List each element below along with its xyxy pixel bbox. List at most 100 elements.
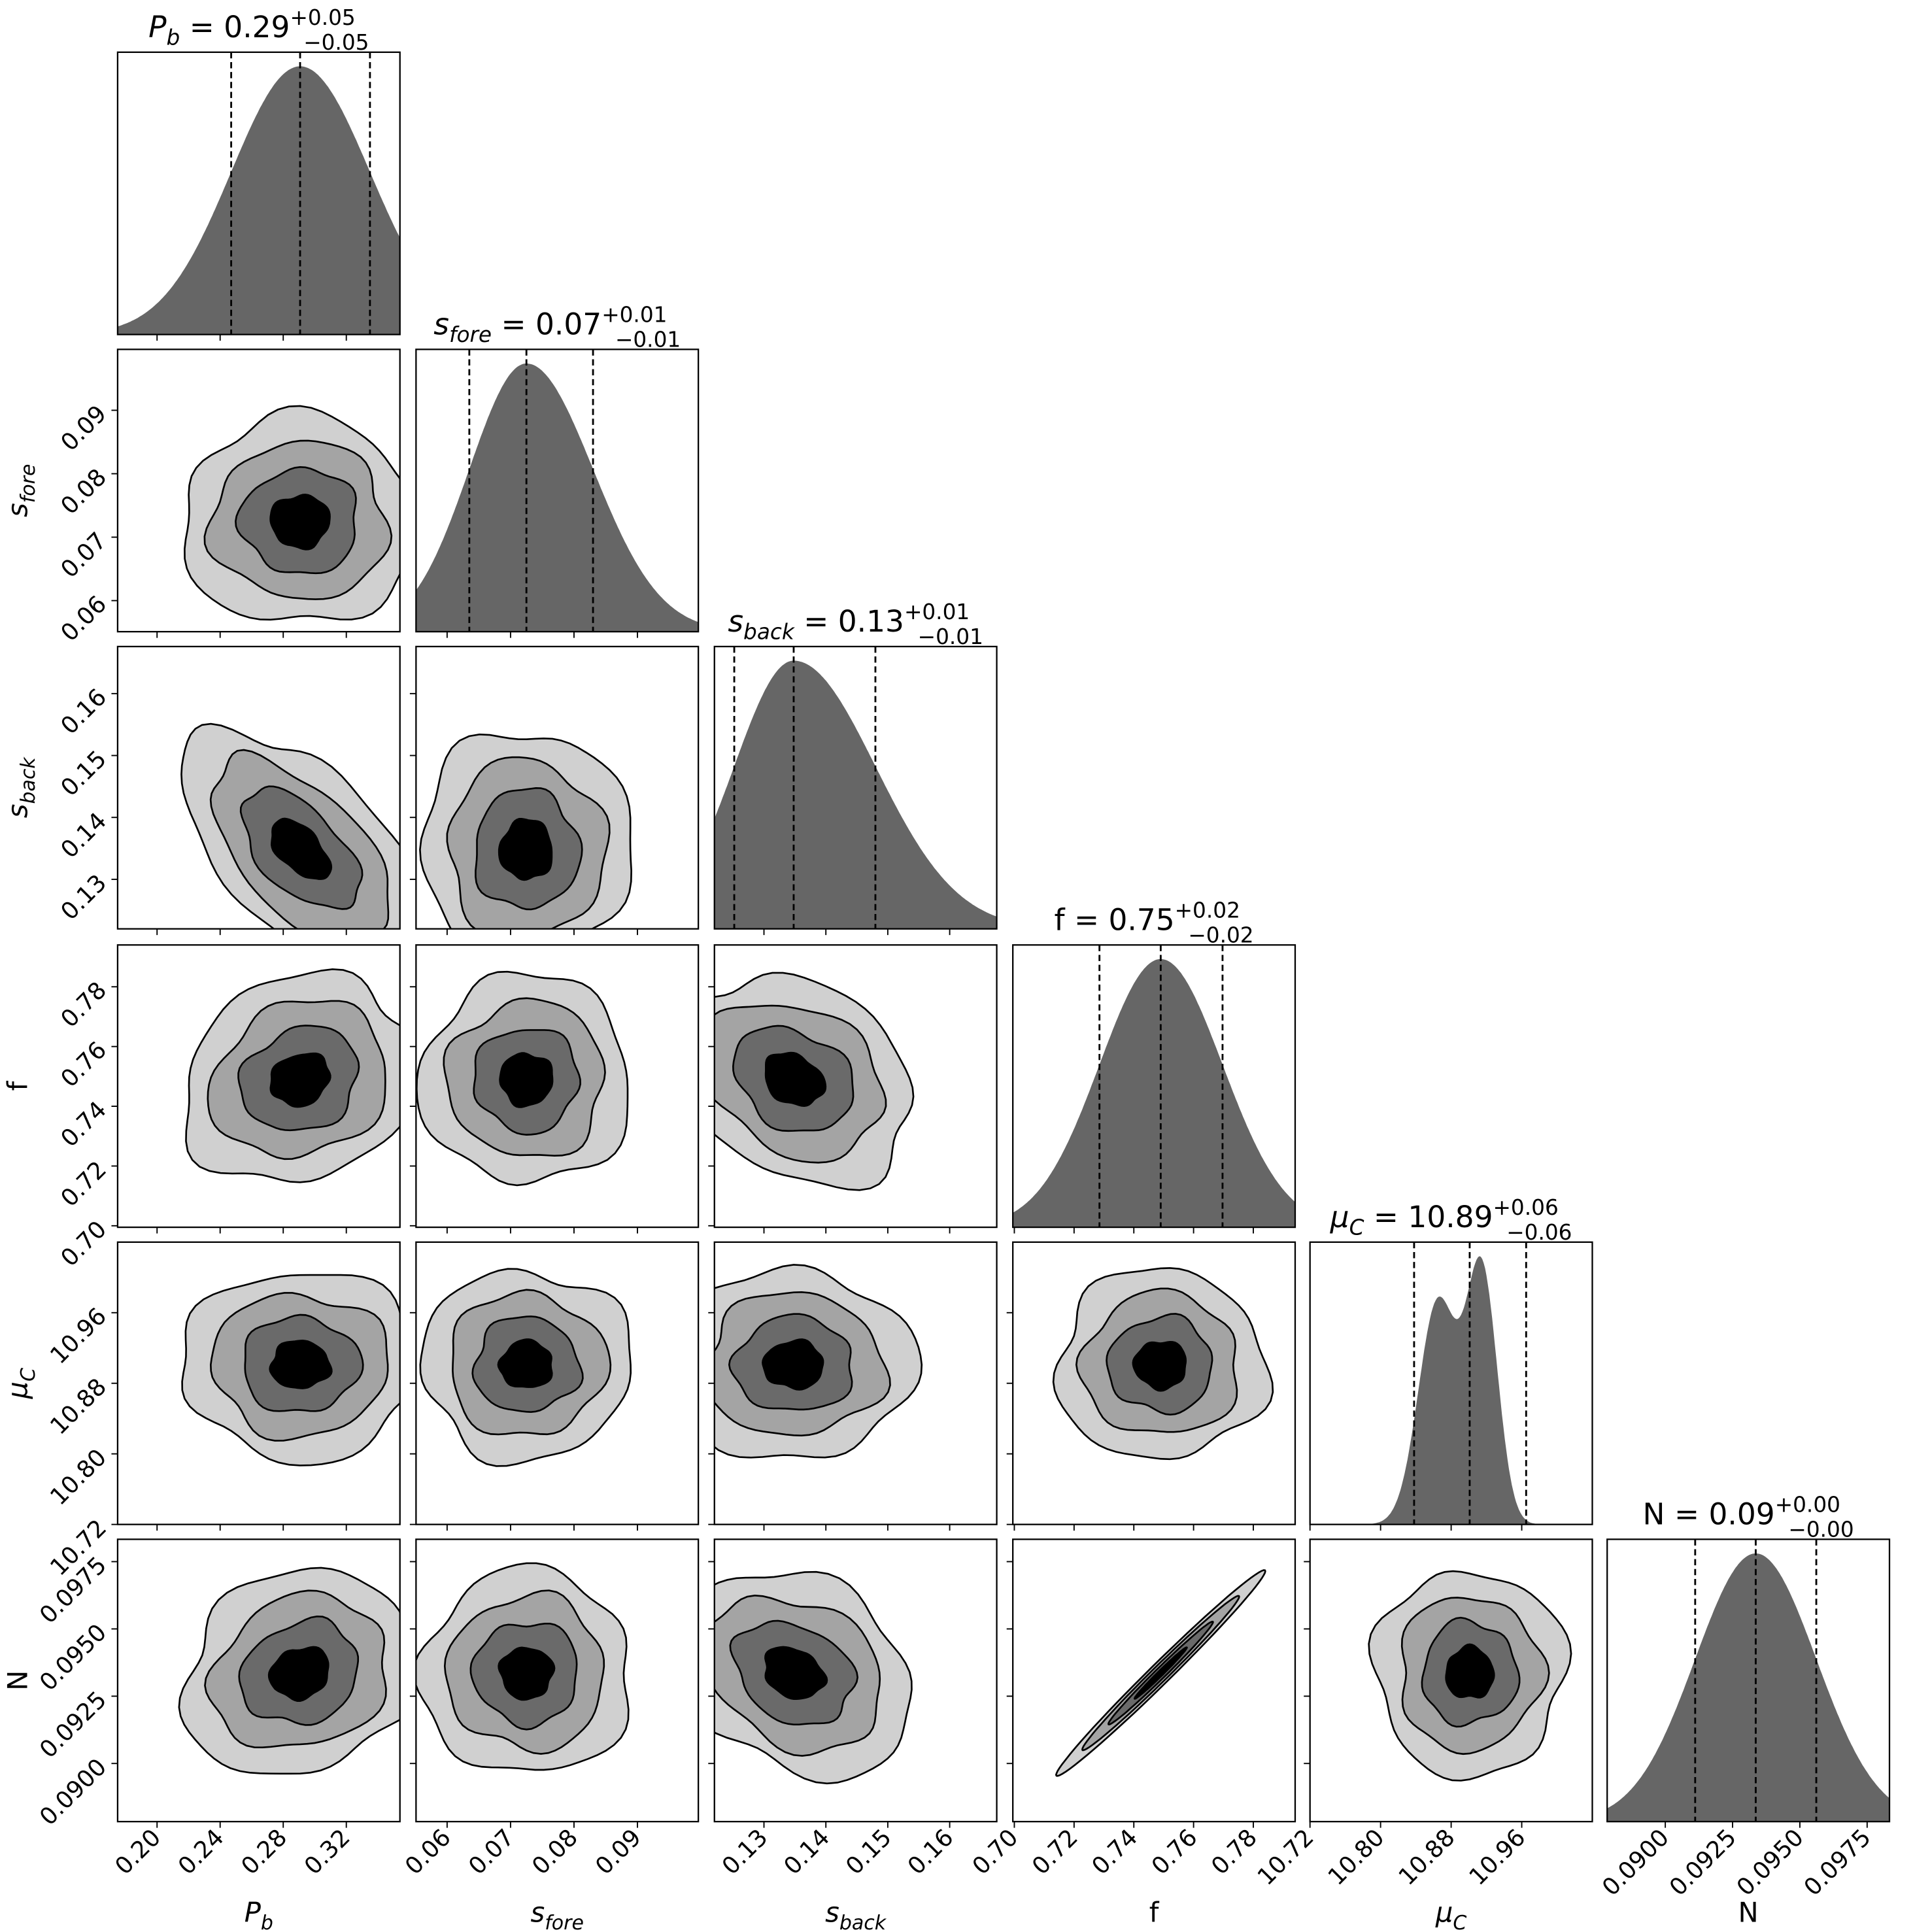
joint-panel-s_fore-N: 0.06 0.07 0.08 0.09 bbox=[400, 1538, 700, 1880]
histogram bbox=[117, 66, 400, 335]
x-tick-label: 0.74 bbox=[1087, 1824, 1143, 1880]
x-axis-label-f: f bbox=[1149, 1897, 1160, 1929]
contour-level bbox=[499, 1052, 554, 1108]
joint-panel-s_back-mu_C bbox=[708, 1241, 998, 1531]
y-tick-label: 0.15 bbox=[56, 745, 112, 802]
marginal-panel-P_b: Pb = 0.29+0.05 −0.05 bbox=[116, 5, 401, 341]
panel-frame bbox=[116, 645, 401, 930]
panel-content bbox=[185, 968, 400, 1183]
contour-level bbox=[270, 817, 333, 880]
x-tick-label: 0.06 bbox=[400, 1824, 456, 1880]
x-tick-label: 0.08 bbox=[527, 1824, 583, 1880]
x-tick-label: 0.72 bbox=[1027, 1824, 1083, 1880]
x-tick-label: 10.88 bbox=[1394, 1824, 1461, 1891]
panel-content bbox=[714, 972, 915, 1191]
y-axis-label-mu_C: μC bbox=[2, 1368, 40, 1400]
y-axis-label-N: N bbox=[2, 1670, 34, 1691]
panel-frame bbox=[116, 1538, 401, 1823]
histogram bbox=[1310, 1256, 1593, 1525]
y-tick-label: 0.14 bbox=[56, 807, 112, 864]
panel-content bbox=[714, 646, 997, 929]
panel-content bbox=[181, 1274, 400, 1466]
panel-frame bbox=[713, 944, 998, 1229]
panel-title: f = 0.75+0.02 −0.02 bbox=[1055, 898, 1254, 948]
x-tick-label: 0.13 bbox=[717, 1824, 773, 1880]
panel-title: sback = 0.13+0.01 −0.01 bbox=[728, 600, 983, 649]
y-axis-label-s_back: sback bbox=[2, 756, 40, 819]
joint-panel-f-N: 0.70 0.72 0.74 0.76 0.78 bbox=[968, 1538, 1296, 1880]
x-tick-label: 0.24 bbox=[173, 1824, 229, 1880]
x-tick-label: 10.80 bbox=[1323, 1824, 1390, 1891]
panel-frame bbox=[415, 645, 700, 930]
panel-frame bbox=[1012, 1538, 1296, 1823]
panel-frame bbox=[116, 348, 401, 633]
panel-content bbox=[714, 1264, 923, 1459]
panel-content bbox=[1013, 945, 1295, 1228]
histogram bbox=[416, 363, 699, 632]
panel-content bbox=[416, 970, 629, 1187]
x-tick-label: 0.14 bbox=[779, 1824, 836, 1880]
panel-content bbox=[1607, 1539, 1890, 1822]
marginal-panel-mu_C: μC = 10.89+0.06 −0.06 bbox=[1309, 1195, 1593, 1531]
y-axis-label-s_fore: sfore bbox=[2, 464, 40, 517]
y-tick-label: 0.0925 bbox=[35, 1686, 112, 1763]
y-tick-label: 0.0950 bbox=[35, 1619, 112, 1696]
x-axis-label-N: N bbox=[1738, 1897, 1759, 1929]
x-axis-label-P_b: Pb bbox=[245, 1897, 273, 1932]
contour-level bbox=[1133, 1646, 1188, 1700]
joint-panel-s_fore-s_back bbox=[409, 645, 700, 936]
contour-level bbox=[269, 494, 331, 551]
contour-level bbox=[764, 1051, 827, 1108]
panel-content bbox=[416, 349, 699, 632]
histogram bbox=[1607, 1553, 1890, 1822]
panel-content bbox=[416, 1562, 630, 1771]
y-tick-label: 0.06 bbox=[56, 591, 112, 647]
x-tick-label: 0.20 bbox=[110, 1824, 167, 1880]
x-tick-label: 0.09 bbox=[590, 1824, 647, 1880]
panel-content bbox=[1368, 1570, 1572, 1782]
y-tick-label: 0.13 bbox=[56, 870, 112, 926]
y-tick-label: 10.96 bbox=[45, 1303, 112, 1370]
x-tick-label: 0.15 bbox=[841, 1824, 897, 1880]
panel-frame bbox=[116, 51, 401, 335]
joint-panel-P_b-f: 0.700.720.740.760.78 bbox=[56, 944, 401, 1272]
panel-content bbox=[419, 734, 633, 929]
contour-level bbox=[498, 1646, 556, 1701]
panel-content bbox=[178, 1567, 400, 1775]
y-tick-label: 0.08 bbox=[56, 464, 112, 520]
x-tick-label: 0.0900 bbox=[1597, 1824, 1674, 1901]
y-tick-label: 0.0900 bbox=[35, 1754, 112, 1831]
y-tick-label: 0.09 bbox=[56, 400, 112, 456]
x-axis-label-s_fore: sfore bbox=[531, 1897, 584, 1932]
panel-title: Pb = 0.29+0.05 −0.05 bbox=[148, 5, 369, 55]
x-tick-label: 10.96 bbox=[1464, 1824, 1531, 1891]
x-tick-label: 10.72 bbox=[1253, 1824, 1319, 1891]
y-tick-label: 0.07 bbox=[56, 528, 112, 584]
contour-level bbox=[497, 1338, 553, 1388]
contour-level bbox=[267, 1646, 330, 1703]
contour-level bbox=[269, 1052, 331, 1108]
x-tick-label: 0.16 bbox=[903, 1824, 959, 1880]
y-tick-label: 0.16 bbox=[56, 684, 112, 740]
panel-frame bbox=[713, 645, 998, 930]
panel-title: sfore = 0.07+0.01 −0.01 bbox=[433, 303, 681, 352]
y-tick-label: 0.76 bbox=[56, 1037, 112, 1093]
panel-content bbox=[184, 405, 400, 621]
joint-panel-P_b-s_back: 0.13 0.140.150.16 bbox=[56, 645, 401, 936]
contour-level bbox=[498, 817, 553, 881]
panel-frame bbox=[1606, 1538, 1891, 1823]
joint-panel-P_b-s_fore: 0.06 0.07 0.08 0.09 bbox=[56, 348, 401, 647]
joint-panel-s_back-N: 0.13 0.14 0.15 0.16 bbox=[708, 1538, 998, 1880]
x-tick-label: 0.32 bbox=[299, 1824, 356, 1880]
panel-content bbox=[117, 52, 400, 335]
x-tick-label: 0.28 bbox=[237, 1824, 293, 1880]
panel-content bbox=[419, 1268, 632, 1467]
contour-level bbox=[269, 1340, 333, 1389]
x-tick-label: 0.0925 bbox=[1665, 1824, 1742, 1901]
y-axis-label-f: f bbox=[2, 1081, 34, 1091]
y-tick-label: 0.72 bbox=[56, 1156, 112, 1212]
contour-level bbox=[764, 1646, 828, 1700]
